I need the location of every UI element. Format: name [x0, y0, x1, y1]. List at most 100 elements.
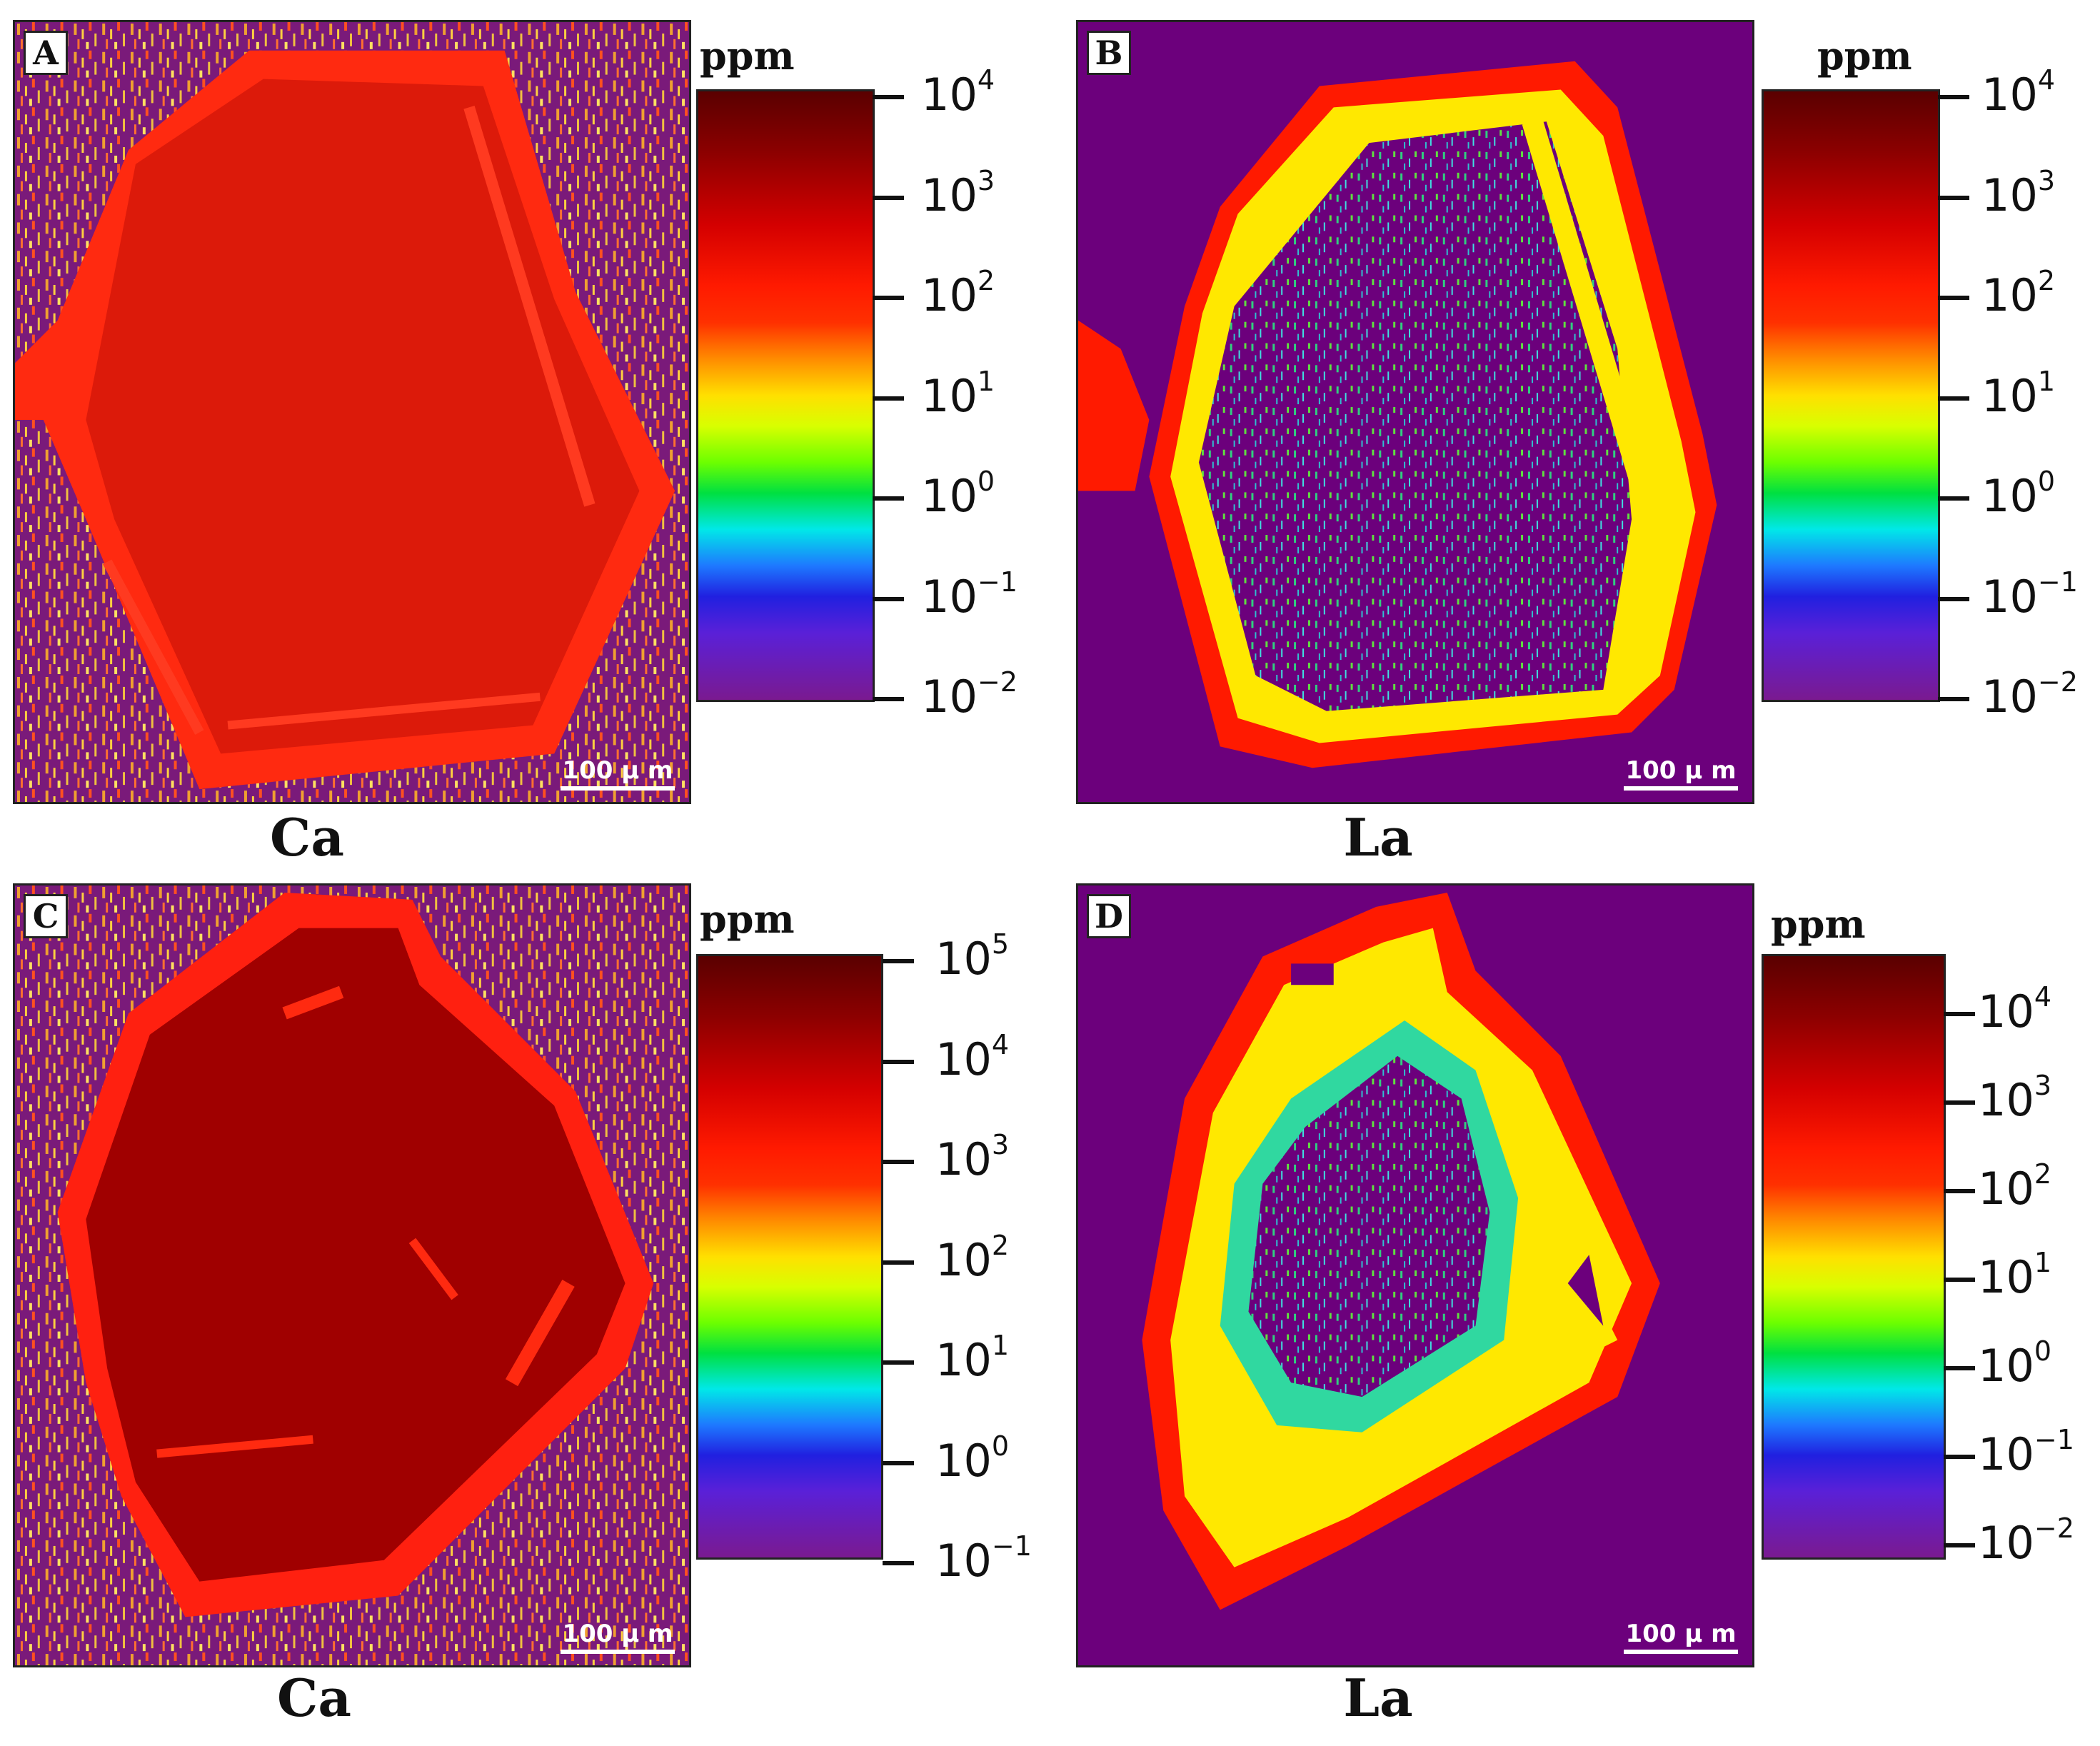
colorbar	[1762, 89, 1940, 702]
tick-label-base: 10	[1981, 470, 2038, 522]
colorbar-tick	[873, 596, 904, 601]
colorbar-tick	[1944, 1366, 1975, 1370]
scale-bar-label: 100 μ m	[1625, 756, 1737, 785]
colorbar-tick-label: 10−1	[921, 566, 1018, 623]
panel-letter: D	[1087, 894, 1131, 938]
tick-label-base: 10	[921, 470, 978, 522]
tick-label-base: 10	[1981, 570, 2038, 623]
la-map-d-graphic	[1078, 885, 1752, 1665]
tick-label-exponent: 5	[991, 928, 1010, 960]
colorbar-tick-label: 104	[1978, 981, 2051, 1038]
colorbar-tick-label: 100	[921, 466, 995, 522]
colorbar-tick-label: 100	[935, 1430, 1009, 1487]
tick-label-base: 10	[921, 671, 978, 723]
colorbar-tick	[1944, 1100, 1975, 1105]
tick-label-exponent: 1	[991, 1330, 1010, 1361]
colorbar-tick	[873, 95, 904, 99]
colorbar-tick-label: 101	[1978, 1247, 2051, 1303]
colorbar-tick-label: 102	[1978, 1158, 2051, 1215]
panel-letter: B	[1087, 31, 1131, 75]
element-label: La	[1343, 807, 1413, 868]
colorbar	[696, 954, 883, 1560]
tick-label-exponent: 0	[977, 466, 995, 497]
panel-letter: C	[24, 894, 68, 938]
colorbar-tick-label: 101	[1981, 366, 2055, 422]
colorbar-tick	[1938, 396, 1969, 401]
colorbar-tick-label: 10−1	[1981, 566, 2078, 623]
colorbar-tick-label: 10−2	[921, 666, 1018, 723]
colorbar-tick	[1938, 496, 1969, 501]
scale-bar: 100 μ m	[561, 1620, 675, 1654]
tick-label-exponent: 2	[2034, 1158, 2052, 1190]
tick-label-base: 10	[921, 570, 978, 623]
colorbar-tick-label: 105	[935, 928, 1009, 985]
colorbar-tick	[873, 697, 904, 701]
tick-label-exponent: −2	[977, 666, 1018, 698]
tick-label-exponent: 3	[2034, 1070, 2052, 1101]
colorbar-tick-label: 103	[921, 165, 995, 221]
element-label: Ca	[277, 1667, 351, 1728]
tick-label-exponent: 2	[991, 1229, 1010, 1261]
tick-label-exponent: 3	[991, 1129, 1010, 1160]
colorbar-tick-label: 101	[921, 366, 995, 422]
tick-label-base: 10	[935, 1535, 992, 1587]
colorbar-unit: ppm	[700, 33, 795, 79]
map-image-c: C 100 μ m	[13, 883, 691, 1667]
tick-label-exponent: −1	[2034, 1424, 2074, 1455]
tick-label-base: 10	[1981, 369, 2038, 422]
colorbar-tick	[873, 396, 904, 401]
colorbar-tick-label: 102	[921, 265, 995, 321]
colorbar-tick	[883, 1160, 914, 1164]
colorbar-tick	[1944, 1455, 1975, 1459]
colorbar-tick	[883, 1360, 914, 1365]
colorbar-tick	[1944, 1189, 1975, 1193]
tick-label-exponent: −1	[977, 566, 1018, 598]
tick-label-exponent: 3	[977, 164, 995, 196]
tick-label-base: 10	[921, 269, 978, 321]
tick-label-exponent: 0	[991, 1430, 1010, 1462]
tick-label-base: 10	[921, 69, 978, 121]
colorbar-tick	[873, 496, 904, 501]
tick-label-base: 10	[935, 1233, 992, 1286]
scale-bar-label: 100 μ m	[562, 756, 673, 785]
colorbar-tick	[1944, 1278, 1975, 1282]
colorbar-tick	[1944, 1012, 1975, 1016]
tick-label-base: 10	[1978, 1163, 2034, 1215]
la-map-b-graphic	[1078, 22, 1752, 802]
tick-label-base: 10	[935, 1434, 992, 1487]
tick-label-base: 10	[935, 933, 992, 985]
tick-label-exponent: 2	[977, 265, 995, 296]
tick-label-exponent: 3	[2037, 164, 2056, 196]
tick-label-exponent: 1	[977, 365, 995, 397]
colorbar-tick	[873, 195, 904, 200]
tick-label-exponent: 4	[977, 64, 995, 96]
colorbar-unit: ppm	[1817, 33, 1912, 79]
colorbar-tick-label: 100	[1978, 1335, 2051, 1392]
map-image-b: B 100 μ m	[1076, 20, 1754, 804]
colorbar-tick	[1944, 1543, 1975, 1547]
tick-label-exponent: 0	[2037, 466, 2056, 497]
ca-map-a-graphic	[15, 22, 689, 802]
element-label: La	[1343, 1667, 1413, 1728]
colorbar-tick-label: 104	[921, 64, 995, 121]
scale-bar: 100 μ m	[1624, 756, 1738, 791]
colorbar-tick-label: 103	[1981, 165, 2055, 221]
tick-label-base: 10	[935, 1033, 992, 1085]
tick-label-base: 10	[1978, 1340, 2034, 1392]
tick-label-exponent: 2	[2037, 265, 2056, 296]
colorbar	[1762, 954, 1946, 1560]
colorbar-tick	[1938, 296, 1969, 300]
scale-bar-line	[1624, 786, 1738, 791]
tick-label-exponent: 4	[991, 1028, 1010, 1060]
tick-label-exponent: −1	[991, 1530, 1032, 1562]
colorbar-tick-label: 104	[935, 1029, 1009, 1085]
colorbar-tick	[883, 1260, 914, 1265]
tick-label-base: 10	[1978, 1074, 2034, 1126]
tick-label-exponent: 4	[2037, 64, 2056, 96]
map-image-d: D 100 μ m	[1076, 883, 1754, 1667]
colorbar-tick	[883, 1561, 914, 1565]
colorbar-tick-label: 103	[1978, 1070, 2051, 1126]
colorbar-tick	[883, 1059, 914, 1064]
scale-bar-label: 100 μ m	[562, 1620, 673, 1648]
tick-label-base: 10	[1981, 169, 2038, 221]
